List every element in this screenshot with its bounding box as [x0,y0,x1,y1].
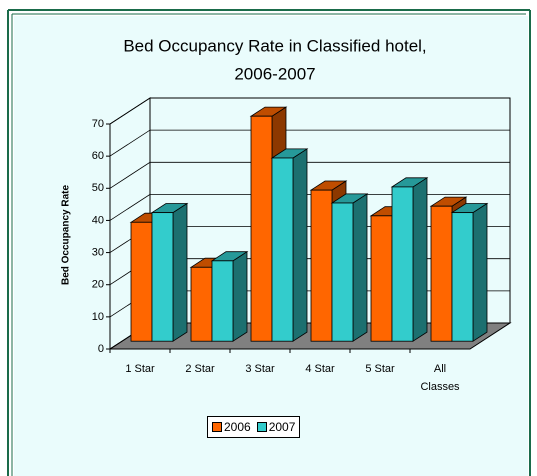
legend-label: 2007 [268,420,296,434]
chart-title: 2006-2007 [234,64,315,83]
bar [331,202,354,342]
y-tick-label: 10 [92,311,104,323]
legend-swatch [256,422,267,432]
x-tick-label: 2 Star [185,363,215,375]
grid-line [109,97,510,125]
y-tick-label: 30 [92,246,104,258]
y-tick-label: 70 [92,118,104,130]
x-tick-label: All Classes [420,363,460,393]
x-tick-label: 4 Star [305,363,335,375]
bar-side [172,202,188,342]
x-tick-label: 3 Star [245,363,275,375]
bar-side [232,250,248,342]
bar [130,221,153,342]
bar [190,266,213,342]
bar [451,212,474,342]
grid-line [109,193,510,221]
y-tick-label: 50 [92,182,104,194]
bar-side [352,193,368,342]
y-tick-label: 20 [92,279,104,291]
grid-line [109,129,510,157]
legend-swatch [212,422,222,432]
bar [370,215,393,342]
y-axis-label: Bed Occupancy Rate [61,185,72,285]
bar-side [472,202,488,342]
y-tick-label: 60 [92,150,104,162]
legend: 2006 2007 [207,416,301,438]
y-tick-label: 40 [92,214,104,226]
legend-label: 2006 [224,420,251,434]
bar [211,260,234,342]
chart-title: Bed Occupancy Rate in Classified hotel, [123,36,426,55]
y-tick-label: 0 [98,343,104,355]
bar-side [292,148,308,342]
bar [151,212,174,342]
bar [430,205,453,342]
bar [271,157,294,342]
x-tick-label: 5 Star [365,363,395,375]
x-tick-label: 1 Star [125,363,155,375]
bar-side [412,177,428,342]
bar [391,186,414,342]
grid-line [109,161,510,189]
bar [250,115,273,342]
bar [310,189,333,342]
